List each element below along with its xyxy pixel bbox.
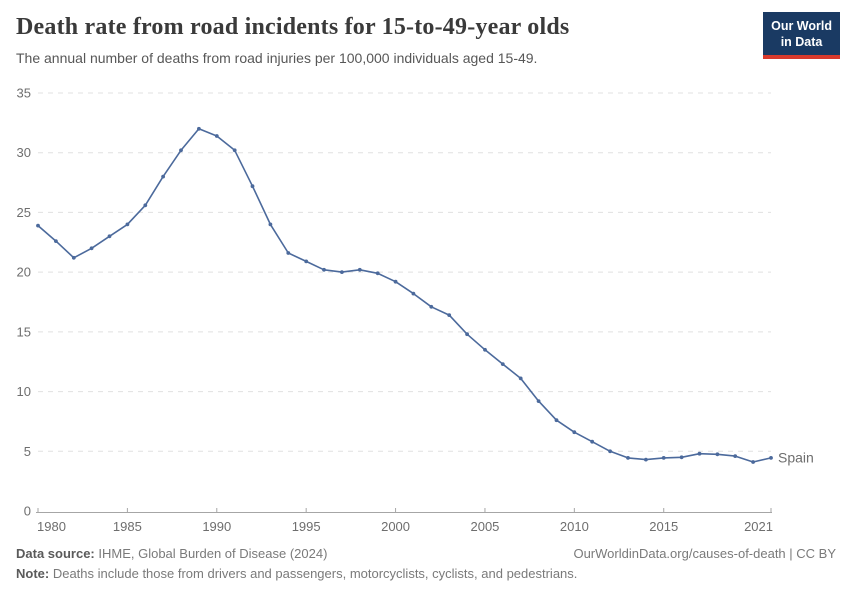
y-tick-label-35: 35 bbox=[17, 86, 31, 101]
y-tick-label-30: 30 bbox=[17, 145, 31, 160]
x-tick-label-1985: 1985 bbox=[113, 519, 142, 534]
data-point-1989 bbox=[197, 126, 201, 131]
y-tick-label-5: 5 bbox=[24, 444, 31, 459]
chart-header: Death rate from road incidents for 15-to… bbox=[16, 12, 840, 66]
data-point-1993 bbox=[268, 222, 273, 227]
data-point-2002 bbox=[429, 304, 434, 309]
data-point-2018 bbox=[715, 452, 720, 457]
series-end-label-spain: Spain bbox=[778, 449, 814, 465]
data-point-1995 bbox=[304, 259, 309, 264]
page-title: Death rate from road incidents for 15-to… bbox=[16, 14, 570, 40]
note-label: Note: bbox=[16, 566, 50, 581]
data-point-2010 bbox=[572, 430, 577, 435]
data-point-2004 bbox=[465, 332, 469, 337]
data-point-2009 bbox=[554, 418, 559, 423]
owid-url-link[interactable]: OurWorldinData.org/causes-of-death | CC … bbox=[573, 546, 836, 561]
y-tick-label-20: 20 bbox=[17, 265, 31, 280]
x-tick-label-1995: 1995 bbox=[292, 519, 321, 534]
data-point-2006 bbox=[500, 362, 505, 366]
owid-logo-line2: in Data bbox=[780, 35, 823, 50]
data-point-1990 bbox=[214, 134, 219, 138]
data-point-2017 bbox=[697, 451, 702, 456]
x-tick-label-2021: 2021 bbox=[744, 519, 773, 534]
data-point-2007 bbox=[518, 376, 523, 381]
x-tick-label-2015: 2015 bbox=[649, 519, 678, 534]
data-point-2005 bbox=[483, 347, 487, 352]
chart-subtitle: The annual number of deaths from road in… bbox=[16, 50, 538, 66]
series-line-spain bbox=[37, 128, 772, 463]
data-source: Data source: IHME, Global Burden of Dise… bbox=[16, 546, 327, 561]
data-point-2012 bbox=[608, 449, 612, 454]
data-point-2000 bbox=[393, 279, 398, 284]
data-point-2014 bbox=[644, 457, 648, 462]
data-point-2013 bbox=[626, 456, 630, 460]
data-point-1983 bbox=[89, 246, 94, 251]
data-point-1985 bbox=[125, 222, 130, 227]
y-tick-label-0: 0 bbox=[24, 504, 31, 519]
x-tick-label-1990: 1990 bbox=[202, 519, 231, 534]
data-point-1980 bbox=[36, 223, 40, 228]
data-source-text: IHME, Global Burden of Disease (2024) bbox=[94, 546, 328, 561]
owid-logo-line1: Our World bbox=[771, 19, 832, 33]
data-point-2003 bbox=[447, 313, 452, 317]
data-point-2020 bbox=[751, 460, 755, 464]
data-point-2015 bbox=[661, 456, 666, 460]
data-point-1999 bbox=[375, 271, 380, 276]
data-source-label: Data source: bbox=[16, 546, 95, 561]
data-point-2011 bbox=[590, 439, 595, 444]
owid-logo[interactable]: Our World in Data bbox=[763, 12, 840, 59]
data-point-2016 bbox=[679, 455, 684, 460]
chart-note: Note: Deaths include those from drivers … bbox=[16, 566, 836, 581]
data-point-1992 bbox=[250, 184, 255, 189]
data-point-1997 bbox=[340, 270, 344, 274]
x-tick-label-2005: 2005 bbox=[470, 519, 499, 534]
chart-footer: Data source: IHME, Global Burden of Dise… bbox=[16, 546, 836, 581]
data-point-1981 bbox=[54, 239, 58, 244]
data-point-2001 bbox=[411, 291, 416, 296]
y-tick-label-15: 15 bbox=[17, 324, 31, 339]
x-tick-label-2000: 2000 bbox=[381, 519, 410, 534]
data-point-1994 bbox=[286, 251, 291, 255]
data-point-1998 bbox=[357, 267, 362, 272]
data-point-2019 bbox=[733, 454, 738, 458]
data-point-1982 bbox=[71, 255, 76, 260]
x-tick-label-2010: 2010 bbox=[560, 519, 589, 534]
data-point-1988 bbox=[179, 148, 183, 153]
y-tick-label-25: 25 bbox=[17, 205, 31, 220]
x-tick-label-1980: 1980 bbox=[37, 519, 66, 534]
data-point-1996 bbox=[322, 267, 326, 272]
y-tick-label-10: 10 bbox=[17, 384, 31, 399]
note-text: Deaths include those from drivers and pa… bbox=[49, 566, 578, 581]
data-point-2008 bbox=[536, 399, 541, 403]
data-point-1991 bbox=[232, 148, 237, 153]
data-point-1984 bbox=[107, 234, 112, 239]
data-point-1987 bbox=[161, 174, 166, 179]
data-point-2021 bbox=[769, 456, 773, 460]
data-point-1986 bbox=[143, 203, 148, 208]
